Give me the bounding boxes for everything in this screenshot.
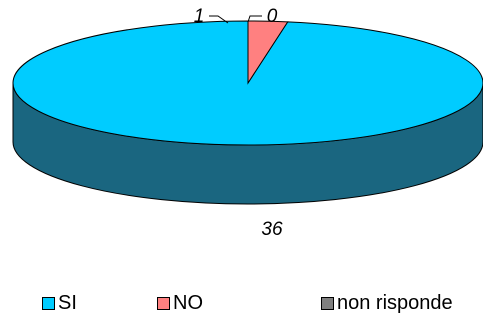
legend-item-si: SI xyxy=(42,288,77,318)
legend-item-non-risponde: non risponde xyxy=(321,288,453,318)
legend-swatch-non-risponde xyxy=(321,296,334,310)
data-label-no: 1 xyxy=(194,6,205,27)
legend-swatch-si xyxy=(42,296,55,310)
legend-item-no: NO xyxy=(157,288,203,318)
pie-top-slices xyxy=(12,20,483,146)
data-label-non-risponde: 0 xyxy=(267,6,278,27)
leader-line-no xyxy=(209,15,229,24)
legend-label-no: NO xyxy=(173,292,203,314)
legend: SI NO non risponde xyxy=(0,288,483,318)
leader-line-non-risponde xyxy=(247,15,262,23)
pie-chart: 36 1 0 xyxy=(12,6,483,240)
legend-label-si: SI xyxy=(58,292,77,314)
legend-label-non-risponde: non risponde xyxy=(337,292,453,314)
legend-swatch-no xyxy=(157,296,170,310)
data-label-si: 36 xyxy=(261,219,283,240)
data-labels: 36 1 0 xyxy=(194,6,283,240)
